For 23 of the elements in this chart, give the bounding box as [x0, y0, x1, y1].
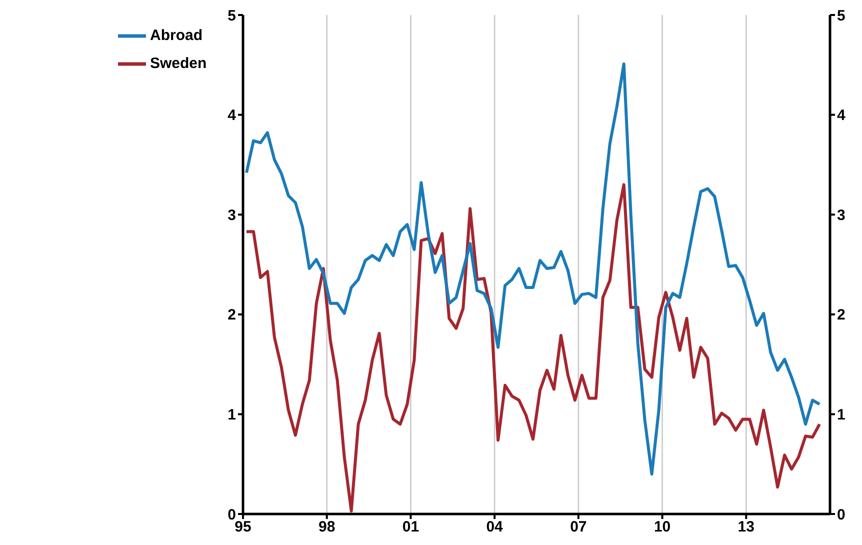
- x-tick-label: 13: [738, 518, 754, 536]
- x-tick-label: 98: [318, 518, 336, 536]
- x-tick-label: 10: [654, 518, 671, 536]
- y-tick-label: 0: [228, 506, 236, 524]
- y-tick-label: 4: [228, 107, 237, 124]
- legend-label: Abroad: [150, 27, 202, 44]
- x-tick-label: 04: [486, 518, 504, 536]
- legend-label: Sweden: [150, 55, 207, 72]
- y-tick-label: 5: [228, 7, 236, 24]
- x-tick-label: 07: [570, 518, 587, 536]
- y2-tick-label: 3: [837, 206, 846, 224]
- y2-tick-label: 5: [837, 7, 846, 24]
- x-tick-label: 95: [234, 518, 252, 536]
- line-series: [244, 62, 822, 476]
- line-series: [244, 183, 822, 513]
- y-tick-label: 1: [228, 406, 236, 424]
- x-tick-label: 01: [402, 518, 420, 536]
- y2-tick-label: 2: [837, 306, 846, 324]
- y2-tick-label: 1: [837, 406, 846, 424]
- y-tick-label: 3: [228, 206, 236, 224]
- y-tick-label: 2: [228, 306, 236, 324]
- y2-tick-label: 4: [837, 107, 846, 124]
- y2-tick-label: 0: [837, 506, 846, 524]
